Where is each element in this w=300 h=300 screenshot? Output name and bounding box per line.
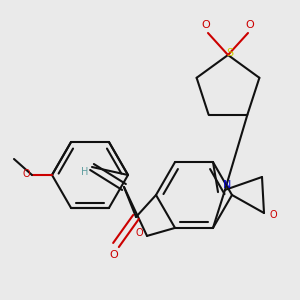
Text: O: O bbox=[246, 20, 254, 30]
Text: O: O bbox=[22, 169, 30, 179]
Text: S: S bbox=[226, 48, 234, 58]
Text: O: O bbox=[135, 228, 143, 238]
Text: N: N bbox=[223, 180, 231, 190]
Text: O: O bbox=[269, 210, 277, 220]
Text: H: H bbox=[81, 167, 89, 177]
Text: O: O bbox=[110, 250, 118, 260]
Text: O: O bbox=[202, 20, 210, 30]
